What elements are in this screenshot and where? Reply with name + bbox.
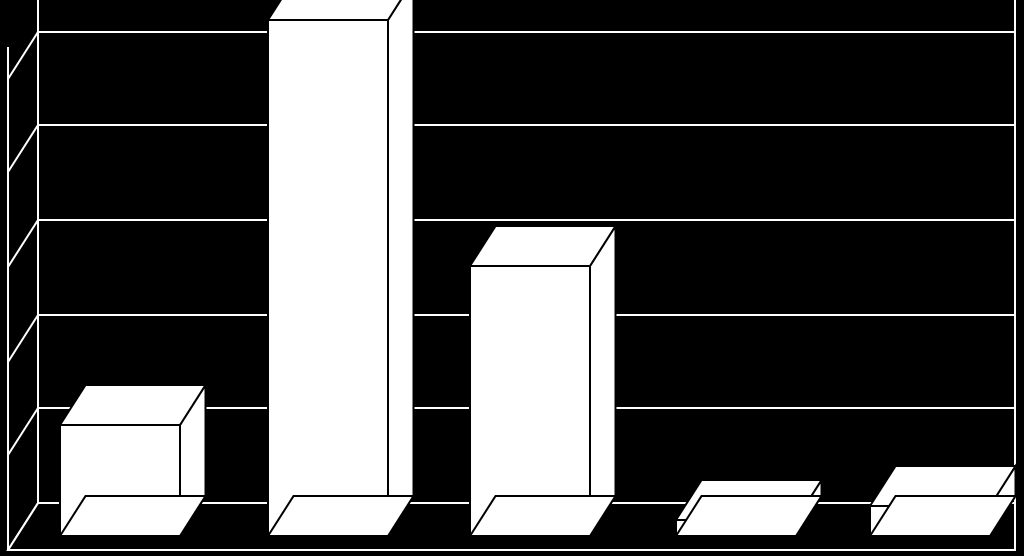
bar-5: [870, 466, 1016, 536]
bar-1: [60, 385, 206, 536]
bar-3: [470, 226, 616, 536]
bar-2: [268, 0, 414, 536]
bar-chart-3d: [0, 0, 1024, 556]
bar-4: [676, 480, 822, 536]
